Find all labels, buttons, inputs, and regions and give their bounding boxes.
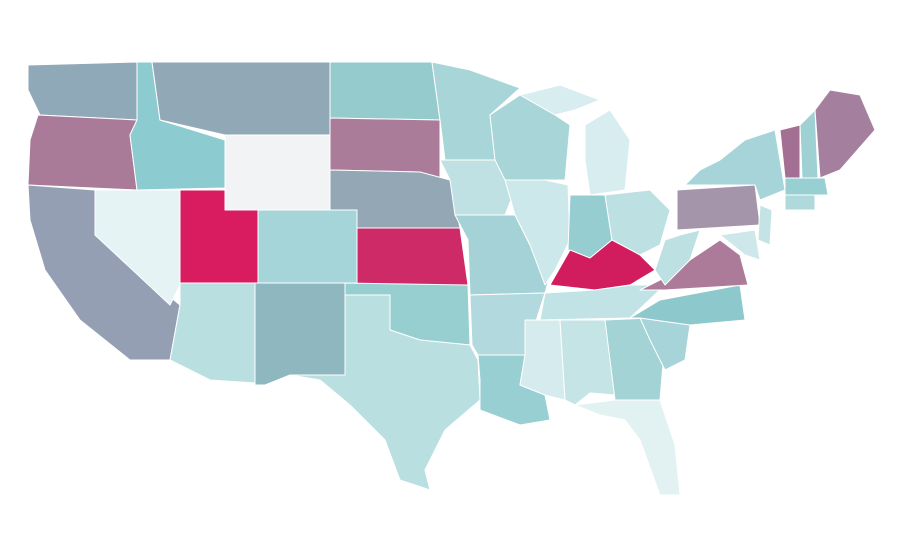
state — [719, 229, 761, 261]
state — [676, 184, 761, 231]
state — [169, 282, 256, 384]
state — [27, 114, 138, 191]
state — [574, 399, 681, 496]
state — [629, 284, 746, 326]
state — [519, 319, 566, 401]
state — [356, 227, 469, 286]
state — [254, 282, 346, 386]
state — [504, 179, 571, 286]
state — [27, 61, 138, 121]
state — [519, 84, 601, 116]
state — [289, 294, 481, 491]
state — [94, 189, 181, 306]
state — [329, 61, 441, 121]
state — [224, 134, 331, 211]
state — [257, 209, 358, 284]
state — [814, 89, 876, 179]
state — [584, 109, 631, 196]
state — [654, 229, 701, 286]
state — [684, 129, 786, 201]
state — [757, 204, 773, 246]
state — [784, 194, 816, 211]
state — [779, 124, 801, 179]
state — [151, 61, 331, 136]
state — [784, 177, 829, 196]
